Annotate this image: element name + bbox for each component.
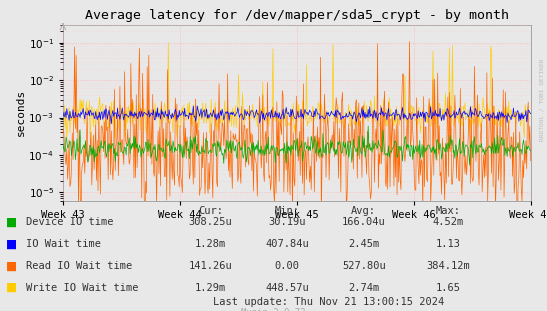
Text: 141.26u: 141.26u xyxy=(189,261,232,271)
Text: 30.19u: 30.19u xyxy=(269,217,306,227)
Text: 166.04u: 166.04u xyxy=(342,217,386,227)
Text: Munin 2.0.73: Munin 2.0.73 xyxy=(241,308,306,311)
Text: ■: ■ xyxy=(5,259,16,272)
Text: Read IO Wait time: Read IO Wait time xyxy=(26,261,132,271)
Text: Device IO time: Device IO time xyxy=(26,217,114,227)
Text: Max:: Max: xyxy=(436,207,461,216)
Title: Average latency for /dev/mapper/sda5_crypt - by month: Average latency for /dev/mapper/sda5_cry… xyxy=(85,9,509,22)
Text: 2.45m: 2.45m xyxy=(348,239,380,249)
Text: 448.57u: 448.57u xyxy=(265,283,309,293)
Text: ■: ■ xyxy=(5,281,16,294)
Text: Last update: Thu Nov 21 13:00:15 2024: Last update: Thu Nov 21 13:00:15 2024 xyxy=(213,297,444,307)
Text: IO Wait time: IO Wait time xyxy=(26,239,101,249)
Text: 1.29m: 1.29m xyxy=(195,283,226,293)
Text: 4.52m: 4.52m xyxy=(433,217,464,227)
Text: 1.65: 1.65 xyxy=(436,283,461,293)
Text: Write IO Wait time: Write IO Wait time xyxy=(26,283,139,293)
Text: 527.80u: 527.80u xyxy=(342,261,386,271)
Text: RRDTOOL / TOBI OETIKER: RRDTOOL / TOBI OETIKER xyxy=(539,58,544,141)
Text: 1.28m: 1.28m xyxy=(195,239,226,249)
Text: 0.00: 0.00 xyxy=(275,261,300,271)
Text: 2.74m: 2.74m xyxy=(348,283,380,293)
Text: 1.13: 1.13 xyxy=(436,239,461,249)
Text: 407.84u: 407.84u xyxy=(265,239,309,249)
Text: 384.12m: 384.12m xyxy=(427,261,470,271)
Text: ■: ■ xyxy=(5,216,16,229)
Text: Cur:: Cur: xyxy=(198,207,223,216)
Text: Min:: Min: xyxy=(275,207,300,216)
Text: Avg:: Avg: xyxy=(351,207,376,216)
Text: 308.25u: 308.25u xyxy=(189,217,232,227)
Text: ■: ■ xyxy=(5,238,16,251)
Y-axis label: seconds: seconds xyxy=(15,89,26,136)
